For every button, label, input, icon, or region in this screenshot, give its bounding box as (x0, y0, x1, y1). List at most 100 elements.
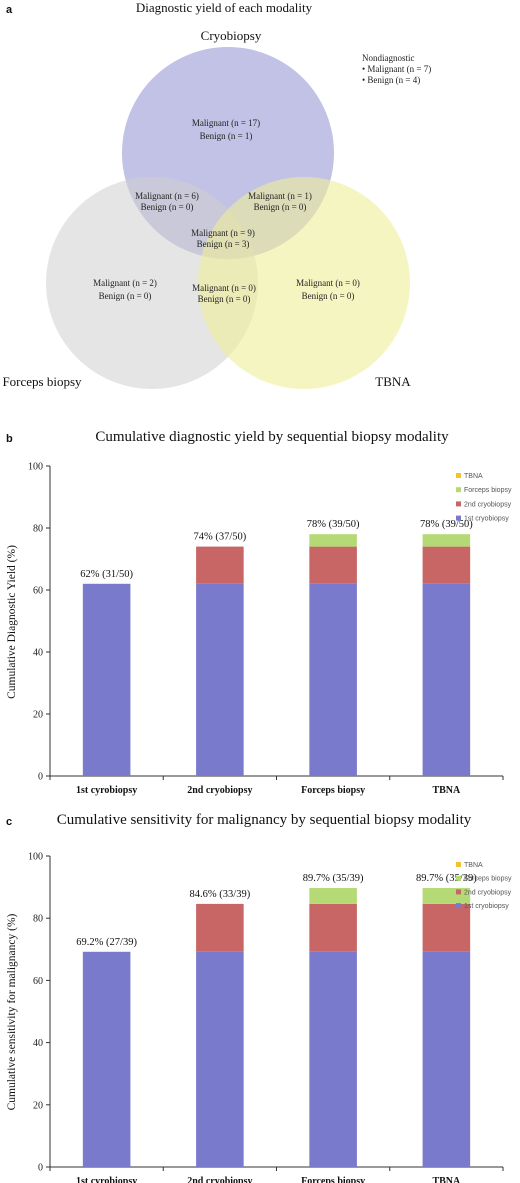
chart-b-bar-2nd-cryobiopsy (422, 546, 471, 584)
chart-b-bar-1st-cryobiopsy (196, 583, 244, 776)
region-text: Benign (n = 0) (198, 294, 251, 304)
chart-c-bar-1st-cryobiopsy (309, 951, 357, 1167)
chart-c-bar-2nd-cryobiopsy (196, 903, 244, 952)
region-text: Malignant (n = 0) (192, 283, 256, 293)
chart-c-legend-swatch (456, 862, 461, 867)
region-text: Malignant (n = 1) (248, 191, 312, 201)
chart-c-data-label: 89.7% (35/39) (303, 873, 364, 884)
chart-c-y-tick-label: 100 (28, 852, 43, 863)
venn-circle-tbna (198, 177, 410, 389)
venn-region-forceps-tbna: Malignant (n = 0) Benign (n = 0) (192, 283, 256, 304)
region-text: Malignant (n = 17) (192, 118, 260, 128)
chart-c-y-tick-label: 40 (33, 1038, 43, 1049)
chart-b-legend-swatch (456, 515, 461, 521)
nondiagnostic-title: Nondiagnostic (362, 53, 415, 63)
chart-c-legend-entry: TBNA (464, 862, 483, 869)
region-text: Benign (n = 0) (302, 291, 355, 301)
nondiagnostic-box: Nondiagnostic • Malignant (n = 7) • Beni… (362, 53, 431, 85)
chart-b-y-tick-label: 60 (33, 586, 43, 597)
nondiagnostic-benign: • Benign (n = 4) (362, 75, 420, 85)
chart-c-y-tick-label: 20 (33, 1100, 43, 1111)
chart-b-bar-1st-cryobiopsy (422, 583, 471, 776)
chart-b-y-tick-label: 100 (28, 462, 43, 473)
chart-c-bar-2nd-cryobiopsy (309, 903, 357, 952)
chart-b-data-label: 62% (31/50) (80, 569, 133, 580)
chart-b-legend-entry: 2nd cryobiopsy (464, 501, 512, 508)
chart-b-data-label: 78% (39/50) (307, 519, 360, 530)
venn-title: Diagnostic yield of each modality (136, 0, 313, 15)
chart-c-category-label: TBNA (432, 1176, 461, 1183)
chart-b-y-tick-label: 0 (38, 772, 43, 783)
panel-c: c Cumulative sensitivity for malignancy … (6, 812, 512, 1183)
venn-region-cryo-only: Malignant (n = 17) Benign (n = 1) (192, 118, 260, 141)
chart-c-legend-swatch (456, 875, 461, 881)
chart-b-bar-1st-cryobiopsy (82, 583, 131, 776)
chart-b-y-tick-label: 20 (33, 710, 43, 721)
venn-label-tbna: TBNA (375, 374, 411, 389)
chart-b-legend-entry: 1st cryobiopsy (464, 516, 509, 523)
chart-b-legend-swatch (456, 473, 461, 478)
venn-region-forceps-only: Malignant (n = 2) Benign (n = 0) (93, 278, 157, 301)
chart-b-legend-swatch (456, 501, 461, 507)
venn-region-cryo-tbna: Malignant (n = 1) Benign (n = 0) (248, 191, 312, 212)
nondiagnostic-malignant: • Malignant (n = 7) (362, 64, 431, 74)
panel-c-label: c (6, 816, 12, 828)
chart-b-bar-2nd-cryobiopsy (309, 546, 357, 584)
chart-c-bar-1st-cryobiopsy (196, 951, 244, 1167)
region-text: Benign (n = 0) (141, 202, 194, 212)
chart-c-legend-swatch (456, 903, 461, 909)
chart-b-data-label: 74% (37/50) (193, 532, 246, 543)
chart-b-y-tick-label: 40 (33, 648, 43, 659)
chart-b-bar-2nd-cryobiopsy (196, 546, 244, 584)
venn-region-all: Malignant (n = 9) Benign (n = 3) (191, 228, 255, 249)
chart-b-category-label: 1st cyrobiopsy (76, 785, 137, 796)
panel-b: b Cumulative diagnostic yield by sequent… (6, 429, 512, 796)
region-text: Benign (n = 0) (254, 202, 307, 212)
panel-a: a Diagnostic yield of each modality Cryo… (2, 0, 431, 389)
chart-b-legend-entry: TBNA (464, 473, 483, 480)
chart-c-legend-swatch (456, 889, 461, 895)
chart-c-data-label: 89.7% (35/39) (416, 873, 477, 884)
chart-c-category-label: 1st cyrobiopsy (76, 1176, 137, 1183)
chart-b-ylabel: Cumulative Diagnostic Yield (%) (6, 545, 18, 699)
chart-c-bar-1st-cryobiopsy (82, 951, 131, 1167)
chart-c-bar-1st-cryobiopsy (422, 951, 471, 1167)
chart-c-ylabel: Cumulative sensitivity for malignancy (%… (6, 913, 18, 1110)
chart-c-y-tick-label: 80 (33, 914, 43, 925)
chart-c-category-label: 2nd cryobiopsy (187, 1176, 252, 1183)
region-text: Benign (n = 3) (197, 239, 250, 249)
chart-c-data-label: 69.2% (27/39) (76, 937, 137, 948)
region-text: Malignant (n = 9) (191, 228, 255, 238)
chart-b-title: Cumulative diagnostic yield by sequentia… (95, 429, 449, 445)
venn-region-tbna-only: Malignant (n = 0) Benign (n = 0) (296, 278, 360, 301)
chart-c-bar-forceps-biopsy (309, 888, 357, 904)
chart-b-category-label: Forceps biopsy (301, 785, 365, 796)
chart-c-y-tick-label: 60 (33, 976, 43, 987)
chart-b-legend-swatch (456, 487, 461, 493)
chart-c-legend-entry: Forceps biopsy (464, 876, 512, 883)
chart-b-bar-forceps-biopsy (422, 534, 471, 547)
chart-c-legend-entry: 1st cryobiopsy (464, 903, 509, 910)
region-text: Malignant (n = 0) (296, 278, 360, 288)
venn-circle-forceps (46, 177, 258, 389)
venn-label-forceps: Forceps biopsy (2, 374, 82, 389)
chart-c-y-tick-label: 0 (38, 1163, 43, 1174)
panel-a-label: a (6, 4, 13, 16)
chart-b-bar-forceps-biopsy (309, 534, 357, 547)
region-text: Benign (n = 0) (99, 291, 152, 301)
region-text: Malignant (n = 2) (93, 278, 157, 288)
chart-b-category-label: 2nd cryobiopsy (187, 785, 252, 796)
panel-b-label: b (6, 433, 13, 445)
chart-b-data-label: 78% (39/50) (420, 519, 473, 530)
chart-b-bar-1st-cryobiopsy (309, 583, 357, 776)
venn-region-cryo-forceps: Malignant (n = 6) Benign (n = 0) (135, 191, 199, 212)
chart-c-category-label: Forceps biopsy (301, 1176, 365, 1183)
chart-c-legend-entry: 2nd cryobiopsy (464, 889, 512, 896)
chart-c-plot: 0 20 40 60 80 100 69.2% (27/39) 1st cyrobiopsy 8… (28, 852, 512, 1183)
chart-c-title: Cumulative sensitivity for malignancy by… (57, 812, 472, 828)
chart-b-plot: 0 20 40 60 80 100 62% (31/50) 1st cyrobiopsy 74%… (28, 462, 512, 797)
chart-c-bar-2nd-cryobiopsy (422, 903, 471, 952)
region-text: Malignant (n = 6) (135, 191, 199, 201)
region-text: Benign (n = 1) (200, 131, 253, 141)
